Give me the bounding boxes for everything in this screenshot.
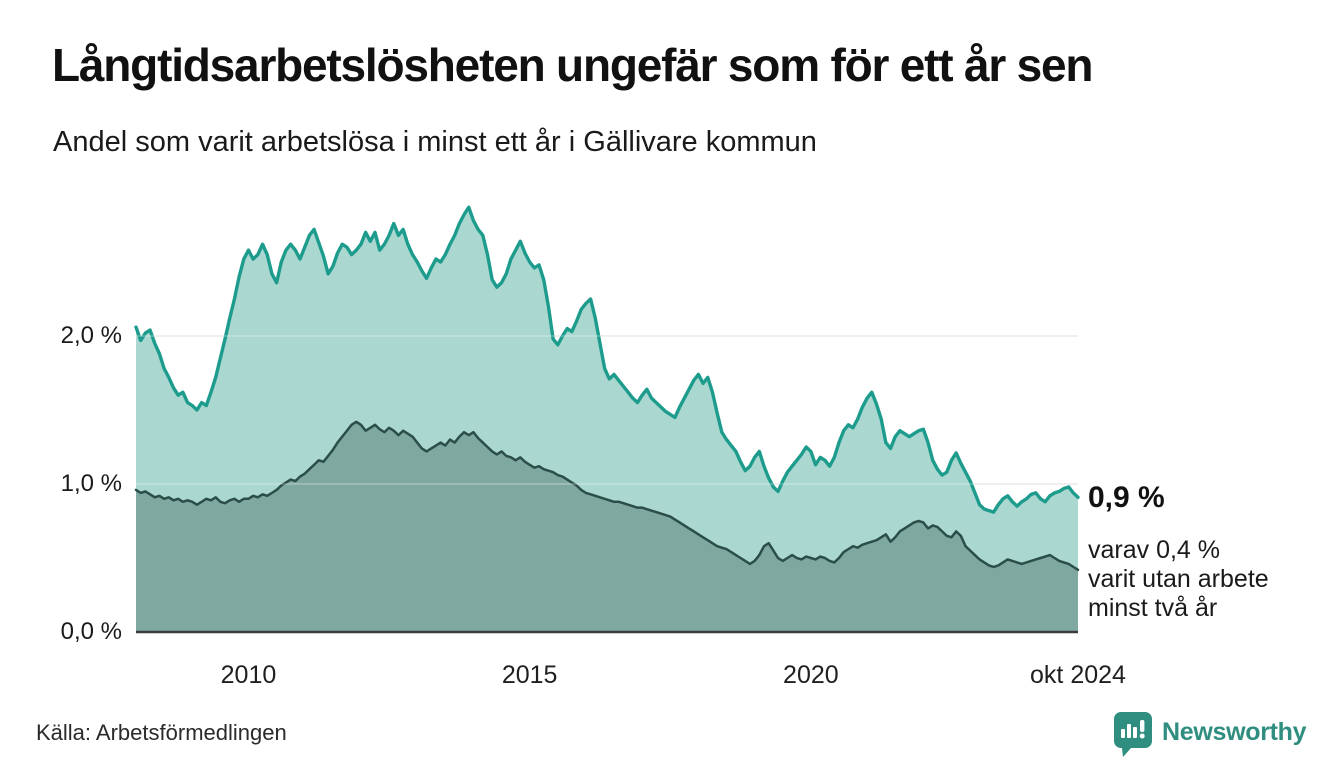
newsworthy-logo: Newsworthy: [1113, 711, 1307, 764]
y-tick-label: 1,0 %: [60, 470, 122, 497]
page-title: Långtidsarbetslösheten ungefär som för e…: [52, 39, 1094, 91]
y-tick-label: 0,0 %: [60, 618, 122, 645]
latest-subseries-label: varav 0,4 % varit utan arbete minst två år: [1088, 536, 1269, 622]
y-tick-label: 2,0 %: [60, 322, 122, 349]
newsworthy-badge-icon: [1113, 711, 1153, 764]
chart-subtitle: Andel som varit arbetslösa i minst ett å…: [53, 126, 817, 158]
x-tick-label: 2020: [783, 661, 839, 689]
latest-total-value-label: 0,9 %: [1088, 481, 1165, 514]
line-series-0: [134, 205, 1080, 514]
x-tick-label: okt 2024: [1030, 661, 1126, 689]
line-series-1: [134, 420, 1080, 572]
x-tick-label: 2015: [501, 661, 558, 689]
area-series-1: [136, 421, 1078, 632]
newsworthy-wordmark: Newsworthy: [1162, 718, 1307, 746]
source-label: Källa: Arbetsförmedlingen: [36, 720, 287, 745]
x-tick-label: 2010: [220, 661, 277, 689]
